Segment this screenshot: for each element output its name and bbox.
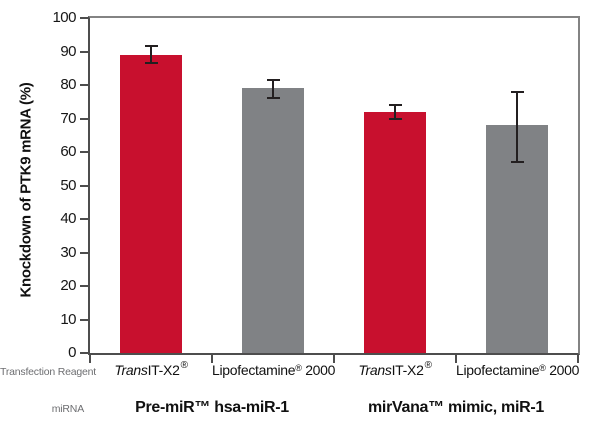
bar-2 — [242, 88, 304, 353]
y-axis-tick-label: 20 — [60, 277, 76, 294]
reagent-row-header: Transfection Reagent — [0, 366, 97, 378]
error-bar-cap-top — [145, 45, 158, 47]
x-axis-tick — [577, 355, 579, 363]
registered-mark: ® — [180, 360, 188, 371]
plot-area: 0 10 20 30 40 50 60 70 80 90 100 — [52, 9, 580, 363]
y-axis-tick-label: 40 — [60, 210, 76, 227]
reagent-slots: TransIT-X2® Lipofectamine® 2000 TransIT-X2… — [90, 360, 580, 378]
y-axis-tick — [80, 251, 88, 254]
error-bar-line — [394, 105, 396, 118]
y-axis-tick — [80, 17, 88, 19]
y-axis-tick-label: 50 — [60, 176, 76, 194]
y-axis-tick-label: 80 — [60, 76, 76, 93]
y-axis-tick-label: 90 — [60, 42, 76, 60]
y-axis-tick — [80, 50, 88, 53]
y-axis-tick — [80, 84, 88, 86]
x-axis-tick — [455, 355, 457, 363]
registered-mark: ® — [424, 360, 432, 371]
reagent-label-2: Lipofectamine® 2000 — [212, 362, 336, 378]
y-axis-tick — [80, 218, 88, 220]
registered-mark: ® — [295, 363, 302, 373]
y-axis-tick — [80, 117, 88, 120]
y-axis-tick — [80, 285, 88, 287]
mirna-row-header: miRNA — [51, 403, 84, 415]
error-bar-line — [150, 46, 152, 63]
error-bar-cap-top — [511, 91, 524, 93]
y-axis-tick — [80, 318, 88, 321]
reagent-label-row: Transfection Reagent TransIT-X2® Lipofect… — [0, 360, 580, 378]
error-bar-cap-bottom — [145, 62, 158, 64]
bar-1 — [120, 55, 182, 353]
reagent-label-4: Lipofectamine® 2000 — [456, 362, 580, 378]
error-bar-cap-top — [389, 104, 402, 106]
registered-mark: ® — [539, 363, 546, 373]
mirna-group-label-2: mirVana™ mimic, miR-1 — [368, 399, 544, 416]
y-axis-tick-label: 0 — [68, 344, 76, 361]
reagent-label-1: TransIT-X2® — [114, 360, 188, 378]
y-axis-tick-label: 10 — [60, 310, 76, 328]
error-bar-line — [272, 80, 274, 98]
y-axis-tick-label: 70 — [60, 109, 76, 127]
mirna-slots: Pre-miR™ hsa-miR-1 mirVana™ mimic, miR-1 — [90, 399, 578, 417]
error-bar-cap-bottom — [389, 118, 402, 120]
mirna-label-row: miRNA Pre-miR™ hsa-miR-1 mirVana™ mimic, … — [0, 399, 578, 417]
reagent-label-3: TransIT-X2® — [358, 360, 432, 378]
y-axis-tick — [80, 352, 88, 354]
y-axis-tick — [80, 151, 88, 153]
mirna-group-label-1: Pre-miR™ hsa-miR-1 — [135, 399, 289, 416]
y-axis-tick-label: 60 — [60, 143, 76, 160]
bar-3 — [364, 112, 426, 353]
bar-4 — [486, 125, 548, 353]
error-bar-cap-bottom — [511, 161, 524, 163]
error-bar-cap-top — [267, 79, 280, 81]
error-bar-line — [516, 92, 518, 162]
y-axis-tick — [80, 184, 88, 187]
y-axis-title: Knockdown of PTK9 mRNA (%) — [17, 82, 35, 298]
error-bar-cap-bottom — [267, 97, 280, 99]
y-axis-tick-label: 30 — [60, 243, 76, 261]
x-axis-tick — [333, 355, 335, 363]
y-axis-tick-label: 100 — [52, 9, 76, 26]
x-axis-tick — [89, 355, 91, 363]
x-axis-tick — [211, 355, 213, 363]
